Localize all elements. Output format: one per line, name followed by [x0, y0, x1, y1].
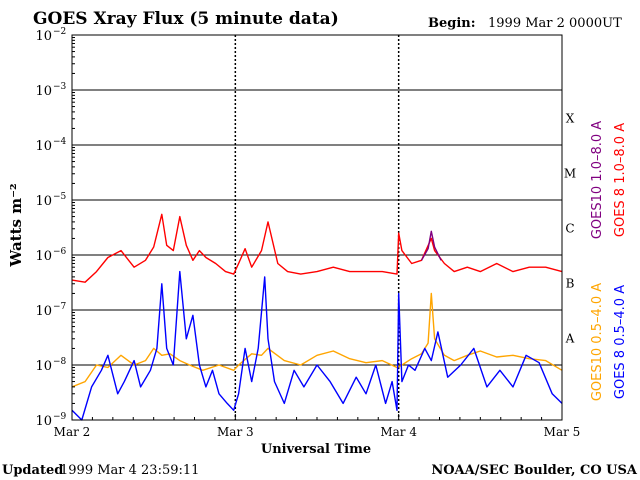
y-tick-exponent: −8 [53, 357, 67, 367]
y-tick-label: 10 [35, 359, 52, 374]
series-line [420, 230, 442, 261]
flare-class-label: M [564, 167, 576, 181]
y-tick-label: 10 [35, 414, 52, 429]
y-tick-exponent: −2 [53, 27, 66, 37]
y-tick-label: 10 [35, 139, 52, 154]
y-tick-exponent: −6 [53, 247, 67, 257]
series-line [71, 270, 563, 421]
chart-title: GOES Xray Flux (5 minute data) [33, 9, 339, 29]
legend-entry: GOES 8 0.5–4.0 A [613, 285, 628, 399]
flare-class-label: A [565, 332, 575, 346]
x-tick-label: Mar 4 [380, 425, 417, 439]
flare-class-label: C [565, 222, 574, 236]
y-tick-exponent: −7 [53, 302, 67, 312]
y-tick-exponent: −5 [53, 192, 67, 202]
plot-frame [71, 34, 563, 421]
series-line [71, 213, 563, 283]
x-tick-label: Mar 3 [217, 425, 254, 439]
y-tick-label: 10 [35, 29, 52, 44]
updated-value: 1999 Mar 4 23:59:11 [60, 463, 199, 478]
x-axis-label: Universal Time [261, 442, 371, 457]
begin-value: 1999 Mar 2 0000UT [488, 16, 622, 31]
begin-label: Begin: [428, 16, 476, 31]
x-tick-label: Mar 2 [54, 425, 91, 439]
credit-text: NOAA/SEC Boulder, CO USA [431, 463, 638, 478]
y-tick-exponent: −4 [53, 137, 67, 147]
y-axis-label: Watts m⁻² [7, 183, 25, 267]
x-tick-label: Mar 5 [544, 425, 581, 439]
grid-lines [72, 35, 562, 420]
updated-label: Updated [2, 463, 63, 478]
legend-entry: GOES 8 1.0–8.0 A [613, 123, 628, 237]
flare-class-label: X [566, 112, 575, 126]
legend-entry: GOES10 1.0–8.0 A [590, 121, 605, 239]
legend-entry: GOES10 0.5–4.0 A [590, 283, 605, 401]
flare-class-label: B [566, 277, 575, 291]
y-tick-exponent: −9 [53, 412, 67, 422]
y-tick-label: 10 [35, 304, 52, 319]
legend: GOES10 1.0–8.0 A GOES 8 1.0–8.0 A GOES10 0… [590, 121, 628, 401]
y-tick-label: 10 [35, 249, 52, 264]
series-group [71, 213, 563, 421]
series-line [71, 292, 563, 388]
y-tick-exponent: −3 [53, 82, 67, 92]
y-tick-label: 10 [35, 194, 52, 209]
y-tick-label: 10 [35, 84, 52, 99]
